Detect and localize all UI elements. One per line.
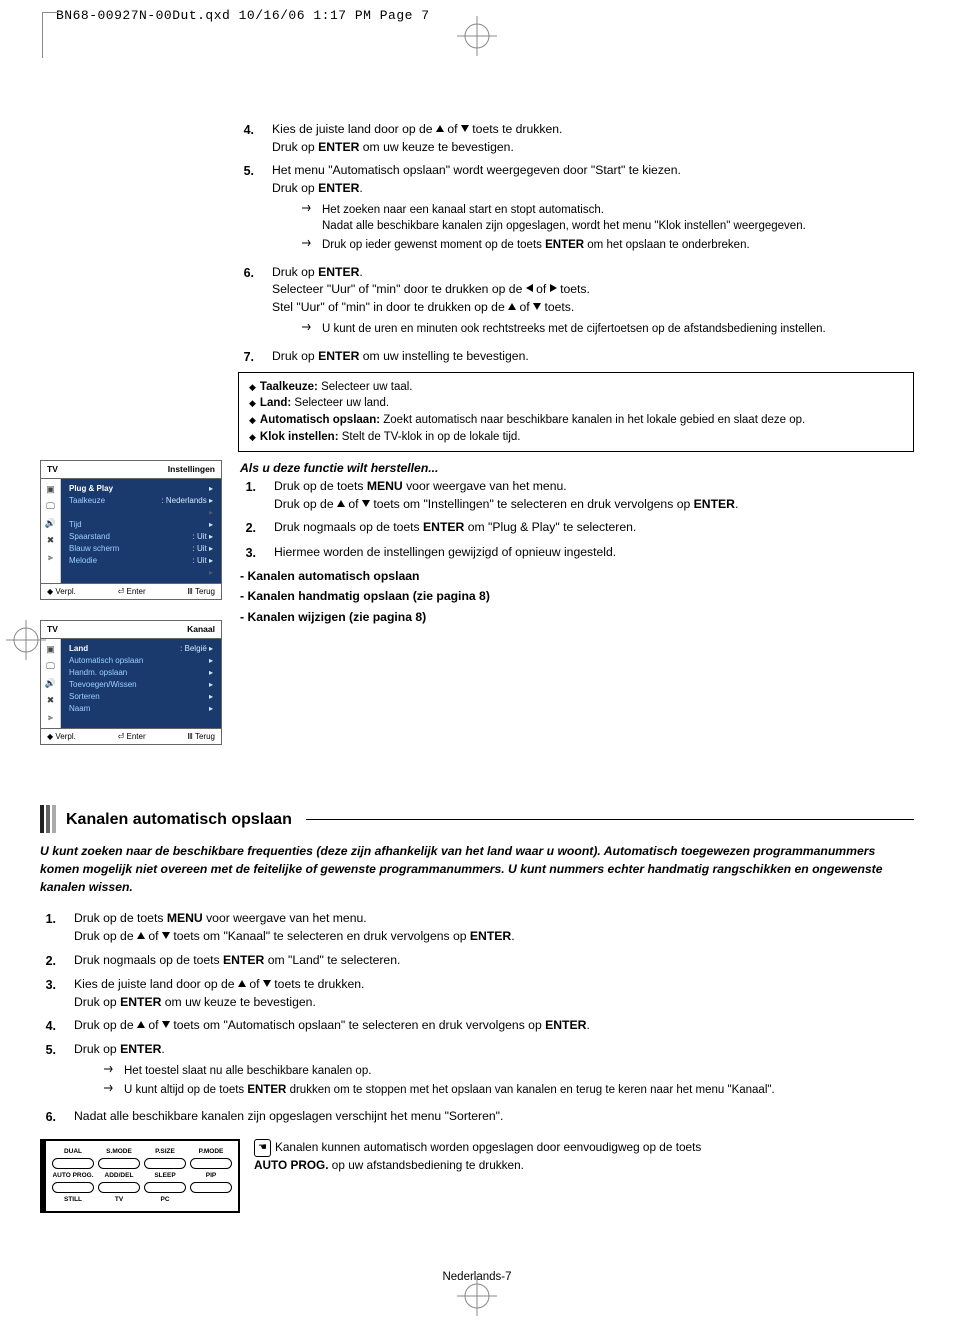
heading-rule [306,819,914,820]
osd-icon: 🖵 [46,500,55,513]
restore-step-3: 3. Hiermee worden de instellingen gewijz… [240,544,914,562]
down-icon [533,303,541,310]
osd-row: Melodie: Uit ▸ [65,555,217,567]
up-icon [137,1021,145,1028]
osd-row: Handm. opslaan ▸ [65,667,217,679]
page-footer: Nederlands-7 [40,1269,914,1286]
osd-icon: 🔊 [45,517,56,530]
note-icon [104,1065,116,1080]
diamond-icon: ◆ [249,432,256,442]
step-6: 6. Druk op ENTER. Selecteer "Uur" of "mi… [238,264,914,342]
section-step-6: 6. Nadat alle beschikbare kanalen zijn o… [40,1108,914,1126]
note-icon [302,323,314,338]
osd-row: Spaarstand: Uit ▸ [65,531,217,543]
osd-row: ▸ [65,507,217,519]
diamond-icon: ◆ [249,382,256,392]
remote-illustration: DUALS.MODEP.SIZEP.MODEAUTO PROG.ADD/DELS… [40,1139,240,1213]
step-number: 2. [240,519,256,537]
heading-bars-icon [40,805,58,833]
down-icon [162,932,170,939]
osd-row: Blauw scherm: Uit ▸ [65,543,217,555]
section-step-4: 4. Druk op de of toets om "Automatisch o… [40,1017,914,1035]
diamond-icon: ◆ [249,415,256,425]
step-number: 5. [238,162,254,180]
section-heading: Kanalen automatisch opslaan [40,805,914,833]
step-number: 4. [238,121,254,139]
osd-row: Land: België ▸ [65,643,217,655]
osd-icon: ⫸ [48,711,53,724]
step-5: 5. Het menu "Automatisch opslaan" wordt … [238,162,914,257]
osd-icon: ▣ [46,483,55,496]
step-7: 7. Druk op ENTER om uw instelling te bev… [238,348,914,366]
osd-icon: ✖ [47,534,55,547]
step-number: 6. [238,264,254,282]
step-number: 3. [240,544,256,562]
osd-settings: TVInstellingen ▣🖵🔊✖⫸ Plug & Play ▸Taalke… [40,460,222,600]
restore-step-2: 2. Druk nogmaals op de toets ENTER om "P… [240,519,914,537]
up-icon [337,500,345,507]
up-icon [137,932,145,939]
section-intro: U kunt zoeken naar de beschikbare freque… [40,843,914,896]
up-icon [436,125,444,132]
osd-icon: 🔊 [45,677,56,690]
osd-channel: TVKanaal ▣🖵🔊✖⫸ Land: België ▸Automatisch… [40,620,222,745]
osd-icon: ⫸ [48,551,53,564]
section-step-5: 5. Druk op ENTER. Het toestel slaat nu a… [40,1041,914,1102]
osd-icon: 🖵 [46,660,55,673]
channel-ops-list: Kanalen automatisch opslaan Kanalen hand… [240,568,914,627]
down-icon [362,500,370,507]
restore-heading: Als u deze functie wilt herstellen... [240,460,914,478]
tip-row: DUALS.MODEP.SIZEP.MODEAUTO PROG.ADD/DELS… [40,1139,914,1213]
osd-icon: ▣ [46,643,55,656]
step-4: 4. Kies de juiste land door op de of toe… [238,121,914,156]
section-step-3: 3. Kies de juiste land door op de of toe… [40,976,914,1011]
osd-row: Tijd ▸ [65,519,217,531]
step-number: 1. [240,478,256,496]
hand-icon: ☚ [254,1139,271,1158]
right-icon [550,284,557,292]
osd-row: Taalkeuze: Nederlands ▸ [65,495,217,507]
down-icon [162,1021,170,1028]
restore-step-1: 1. Druk op de toets MENU voor weergave v… [240,478,914,513]
osd-icon: ✖ [47,694,55,707]
down-icon [263,980,271,987]
osd-row: Automatisch opslaan ▸ [65,655,217,667]
page-header: BN68-00927N-00Dut.qxd 10/16/06 1:17 PM P… [0,0,954,31]
osd-row: Plug & Play ▸ [65,483,217,495]
diamond-icon: ◆ [249,398,256,408]
summary-box: ◆Taalkeuze: Selecteer uw taal. ◆Land: Se… [238,372,914,453]
step-number: 7. [238,348,254,366]
osd-row: Sorteren ▸ [65,691,217,703]
osd-row: Toevoegen/Wissen ▸ [65,679,217,691]
osd-row: ▸ [65,567,217,579]
note-icon [104,1084,116,1099]
note-icon [302,239,314,254]
section-step-1: 1. Druk op de toets MENU voor weergave v… [40,910,914,945]
down-icon [461,125,469,132]
up-icon [238,980,246,987]
osd-row: Naam ▸ [65,703,217,715]
up-icon [508,303,516,310]
section-step-2: 2. Druk nogmaals op de toets ENTER om "L… [40,952,914,970]
left-icon [526,284,533,292]
note-icon [302,204,314,235]
